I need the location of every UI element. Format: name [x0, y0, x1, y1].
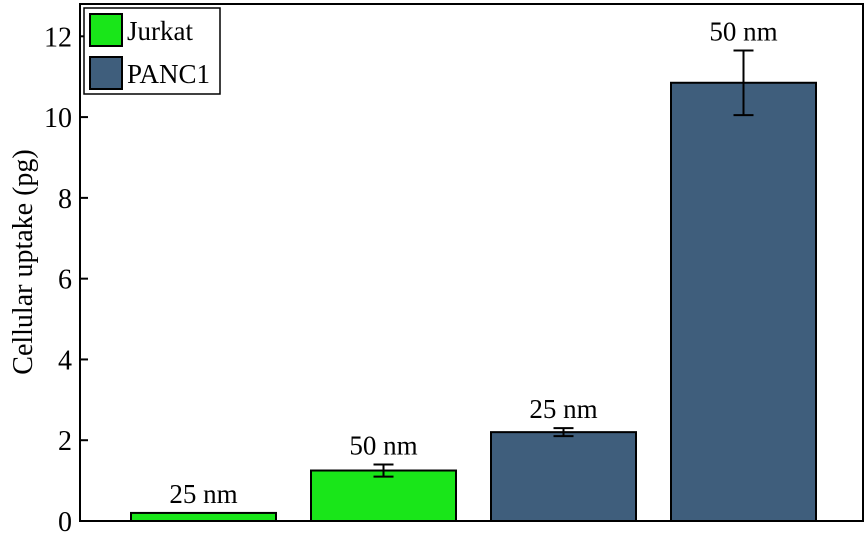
legend-swatch [89, 13, 123, 47]
y-tick-label: 10 [44, 103, 72, 134]
bar-data-label: 25 nm [529, 394, 597, 424]
bar [490, 431, 637, 522]
y-tick-label: 8 [58, 184, 72, 215]
bar [130, 511, 277, 522]
legend-entry-label: PANC1 [127, 59, 210, 89]
bar [670, 81, 817, 522]
bars: 25 nm 50 nm 25 nm 50 nm [130, 16, 817, 522]
bar-data-label: 50 nm [349, 430, 417, 460]
plot-frame [79, 3, 864, 522]
legend-entry-label: Jurkat [127, 16, 193, 46]
y-tick-label: 12 [44, 22, 72, 53]
y-tick-label: 0 [58, 507, 72, 535]
bar-data-label: 50 nm [709, 16, 777, 46]
bar-data-label: 25 nm [169, 479, 237, 509]
y-tick-label: 6 [58, 265, 72, 296]
legend-swatch [89, 56, 123, 90]
plot-area [79, 3, 864, 522]
legend: Jurkat PANC1 [83, 7, 221, 95]
bar [310, 469, 457, 522]
y-axis-label: Cellular uptake (pg) [8, 149, 39, 374]
y-axis: 0 2 4 6 8 10 12 [44, 22, 88, 535]
y-tick-label: 2 [58, 426, 72, 457]
y-tick-label: 4 [58, 345, 72, 376]
